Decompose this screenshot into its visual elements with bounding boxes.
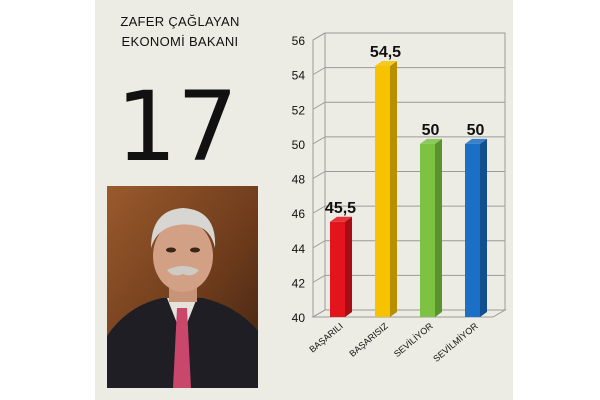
rank-number: 17 — [115, 71, 239, 183]
data-label: 45,5 — [325, 200, 356, 217]
gridline — [312, 205, 505, 214]
gridlines — [311, 32, 507, 318]
y-tick-label: 48 — [292, 173, 306, 187]
data-label: 50 — [422, 122, 440, 139]
bar-top — [465, 138, 487, 144]
gridline — [312, 32, 505, 41]
bar — [465, 143, 480, 317]
bar-top — [375, 60, 397, 66]
person-title: EKONOMİ BAKANI — [121, 34, 239, 49]
bar-side — [345, 216, 352, 317]
x-tick-label: SEVİLİYOR — [392, 321, 435, 360]
bar-side — [435, 138, 442, 317]
gridline — [312, 67, 505, 76]
axis-depth-top — [312, 32, 326, 41]
y-tick-label: 52 — [292, 103, 306, 117]
data-label: 50 — [467, 122, 485, 139]
x-tick-label: SEVİLMİYOR — [431, 321, 480, 364]
bars — [330, 60, 487, 317]
x-tick-label: BAŞARISIZ — [347, 321, 390, 359]
person-name: ZAFER ÇAĞLAYAN — [120, 14, 240, 29]
gridline — [312, 101, 505, 110]
y-tick-label: 44 — [292, 242, 306, 256]
bar — [375, 65, 390, 317]
bar — [330, 221, 345, 317]
y-tick-label: 40 — [292, 311, 306, 325]
y-tick-label: 46 — [292, 207, 306, 221]
bar-side — [480, 138, 487, 317]
y-tick-label: 54 — [292, 69, 306, 83]
x-tick-label: BAŞARILI — [307, 321, 344, 355]
bar-top — [420, 138, 442, 144]
bar-side — [390, 60, 397, 317]
y-tick-label: 42 — [292, 276, 306, 290]
gridline — [312, 240, 505, 249]
bar-top — [330, 216, 352, 222]
gridline — [312, 274, 505, 283]
y-tick-label: 50 — [292, 138, 306, 152]
gridline — [312, 309, 505, 318]
gridline — [312, 136, 505, 145]
bar — [420, 143, 435, 317]
data-label: 54,5 — [370, 44, 401, 61]
y-tick-label: 56 — [292, 34, 306, 48]
gridline — [312, 171, 505, 179]
portrait-photo — [107, 186, 258, 388]
